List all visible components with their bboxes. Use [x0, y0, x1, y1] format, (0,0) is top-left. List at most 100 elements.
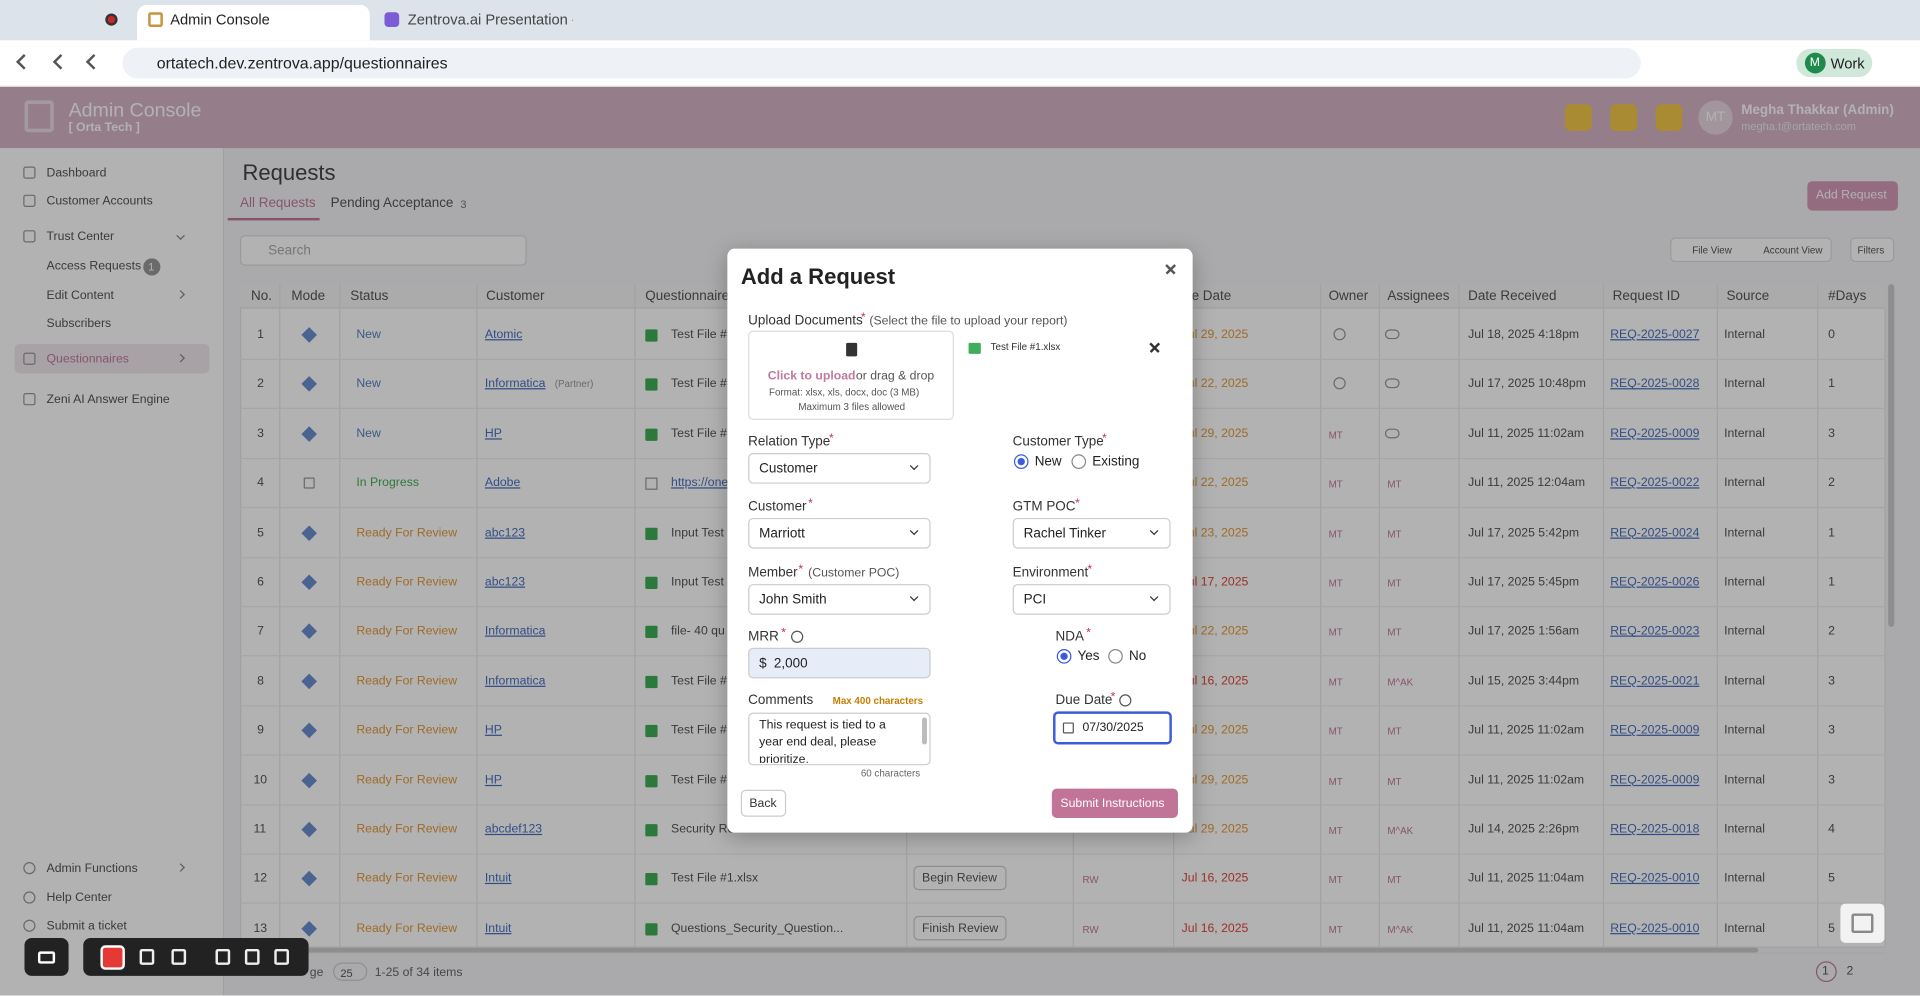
select[interactable] — [748, 584, 931, 615]
radio[interactable] — [1071, 454, 1087, 469]
request-id[interactable]: REQ-2025-0028 — [1610, 377, 1700, 392]
nav-item[interactable]: Questionnaires — [46, 352, 129, 367]
rewind-button[interactable] — [171, 948, 187, 965]
select[interactable] — [1012, 584, 1171, 615]
customer-link[interactable]: Informatica — [484, 674, 546, 688]
tab-title[interactable]: Admin Console — [170, 11, 270, 29]
tab-title[interactable]: Zentrova.ai Presentation - Pr — [407, 11, 573, 29]
request-id[interactable]: REQ-2025-0018 — [1610, 822, 1700, 837]
radio-label[interactable]: New — [1034, 454, 1062, 469]
customer-link[interactable]: abcdef123 — [484, 822, 543, 837]
radio[interactable] — [1013, 454, 1029, 469]
select[interactable] — [748, 517, 931, 549]
customer-link[interactable]: HP — [484, 773, 502, 787]
radio[interactable] — [1108, 648, 1123, 664]
request-id[interactable]: REQ-2025-0022 — [1610, 476, 1700, 491]
request-id[interactable]: REQ-2025-0026 — [1610, 575, 1700, 589]
filters-label[interactable]: Filters — [1857, 244, 1885, 256]
nav-item[interactable]: Subscribers — [46, 317, 112, 331]
request-id[interactable]: REQ-2025-0024 — [1610, 526, 1700, 540]
nav-item[interactable]: Help Center — [46, 891, 112, 905]
chat-button[interactable] — [1840, 903, 1885, 943]
submit-button[interactable] — [1051, 788, 1178, 818]
request-id[interactable]: REQ-2025-0023 — [1610, 624, 1700, 639]
select-value[interactable]: Marriott — [759, 526, 805, 542]
customer-link[interactable]: Intuit — [484, 921, 512, 936]
request-id[interactable]: REQ-2025-0009 — [1610, 723, 1700, 738]
customer-link[interactable]: Adobe — [484, 476, 521, 491]
restart-button[interactable] — [244, 948, 260, 965]
customer-link[interactable]: Informatica — [484, 624, 546, 639]
date-value[interactable]: 07/30/2025 — [1082, 721, 1144, 735]
tab-count: 3 — [460, 198, 467, 211]
customer-link[interactable]: HP — [484, 723, 502, 738]
nav-item[interactable]: Submit a ticket — [46, 919, 127, 934]
drop-zone[interactable] — [748, 330, 954, 421]
tab[interactable]: Pending Acceptance — [330, 195, 454, 211]
stop-button[interactable] — [100, 945, 125, 970]
request-id[interactable]: REQ-2025-0027 — [1610, 328, 1700, 342]
customer-link[interactable]: Intuit — [484, 872, 512, 886]
view-option[interactable]: Account View — [1763, 244, 1823, 256]
date-input[interactable] — [1053, 711, 1172, 745]
radio[interactable] — [1056, 648, 1072, 664]
grid-button[interactable] — [215, 948, 231, 965]
comments-box[interactable] — [748, 712, 931, 766]
select-value[interactable]: John Smith — [759, 592, 827, 608]
select-value[interactable]: PCI — [1023, 592, 1047, 608]
mrr-input[interactable] — [748, 647, 931, 679]
record-camera[interactable] — [24, 937, 69, 976]
nav-item[interactable]: Access Requests — [46, 259, 142, 274]
action-label[interactable]: Begin Review — [922, 872, 997, 886]
filters-button[interactable] — [1850, 237, 1895, 263]
url[interactable]: ortatech.dev.zentrova.app/questionnaires — [156, 53, 448, 73]
add-button[interactable] — [1807, 181, 1898, 211]
customer-link[interactable]: Atomic — [484, 328, 523, 342]
radio-label[interactable]: Yes — [1077, 648, 1100, 664]
nav-item[interactable]: Edit Content — [46, 288, 114, 303]
nav-item[interactable]: Dashboard — [46, 166, 107, 181]
header-icon[interactable] — [1564, 104, 1592, 132]
nav-item[interactable]: Customer Accounts — [46, 194, 153, 209]
pause-button[interactable] — [139, 948, 155, 965]
field-label: Relation Type — [748, 434, 831, 450]
request-id[interactable]: REQ-2025-0009 — [1610, 427, 1700, 441]
questionnaire[interactable]: https://one — [671, 476, 729, 491]
request-id[interactable]: REQ-2025-0010 — [1610, 872, 1700, 886]
radio-label[interactable]: Existing — [1092, 454, 1140, 469]
delete-button[interactable] — [274, 948, 289, 965]
action-label[interactable]: Finish Review — [922, 921, 999, 936]
profile-name[interactable]: Work — [1830, 55, 1865, 73]
header-icon[interactable] — [1610, 104, 1638, 132]
select-value[interactable]: Customer — [759, 461, 818, 477]
add-button-label[interactable]: Add Request — [1815, 188, 1887, 203]
page-size-value[interactable]: 25 — [340, 967, 353, 980]
request-id[interactable]: REQ-2025-0010 — [1610, 921, 1700, 936]
select-value[interactable]: Rachel Tinker — [1023, 526, 1107, 542]
nav-item[interactable]: Trust Center — [46, 230, 115, 244]
assignees: MT — [1387, 874, 1402, 886]
request-id[interactable]: REQ-2025-0021 — [1610, 674, 1700, 688]
page-number[interactable]: 1 — [1822, 964, 1829, 979]
nav-item[interactable]: Zeni AI Answer Engine — [46, 393, 170, 407]
view-option[interactable]: File View — [1692, 244, 1732, 256]
page-number[interactable]: 2 — [1846, 964, 1854, 979]
select[interactable] — [1012, 517, 1171, 549]
back-button[interactable] — [740, 789, 787, 817]
customer-link[interactable]: abc123 — [484, 575, 526, 589]
upload-link[interactable]: Click to upload — [767, 369, 856, 384]
customer-link[interactable]: HP — [484, 427, 502, 441]
nav-item[interactable]: Admin Functions — [46, 862, 138, 876]
radio-label[interactable]: No — [1128, 648, 1147, 664]
action-button[interactable] — [913, 915, 1007, 941]
customer-link[interactable]: abc123 — [484, 526, 526, 540]
header-icon[interactable] — [1655, 104, 1683, 132]
select[interactable] — [748, 453, 931, 484]
back-label[interactable]: Back — [749, 797, 777, 811]
action-button[interactable] — [913, 866, 1007, 891]
tab[interactable]: All Requests — [240, 195, 316, 211]
search-placeholder[interactable]: Search — [268, 243, 311, 259]
customer-link[interactable]: Informatica — [484, 377, 546, 392]
request-id[interactable]: REQ-2025-0009 — [1610, 773, 1700, 787]
submit-label[interactable]: Submit Instructions — [1060, 797, 1165, 811]
